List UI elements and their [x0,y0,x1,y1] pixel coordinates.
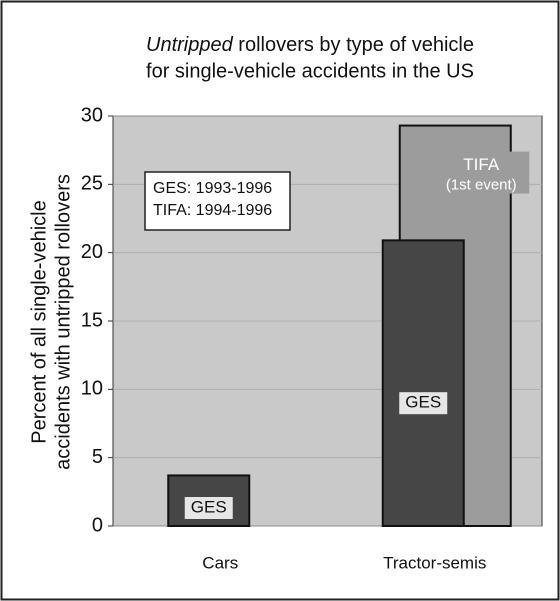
x-tick-label: Cars [202,553,238,572]
bar-label-note: (1st event) [446,177,517,194]
y-tick-label: 10 [81,378,103,400]
y-tick-label: 5 [92,446,103,468]
y-tick-label: 20 [81,241,103,263]
title-part: rollovers by type of vehicle [233,34,474,56]
annotation-text: TIFA: 1994-1996 [153,202,272,219]
bar-label: TIFA [463,155,500,174]
bar-label: GES [405,393,441,412]
bar [381,239,465,527]
label-background [433,151,530,194]
y-tick-label: 30 [81,104,103,126]
y-tick-label: 25 [81,173,103,195]
annotation-text: GES: 1993-1996 [153,180,272,197]
chart-title-line: Untripped rollovers by type of vehicle [146,34,474,56]
x-tick-label: Tractor-semis [383,553,486,572]
y-axis-label: accidents with untripped rollovers [52,174,74,470]
y-tick-label: 15 [81,309,103,331]
label-background [399,392,448,415]
chart-title-line: for single-vehicle accidents in the US [146,60,474,82]
title-part: Untripped [146,34,234,56]
bar-label: GES [191,497,227,516]
y-axis-label: Percent of all single-vehicle [28,200,50,443]
label-background [184,497,233,519]
annotation-box [144,171,291,231]
y-tick-label: 0 [92,514,103,536]
